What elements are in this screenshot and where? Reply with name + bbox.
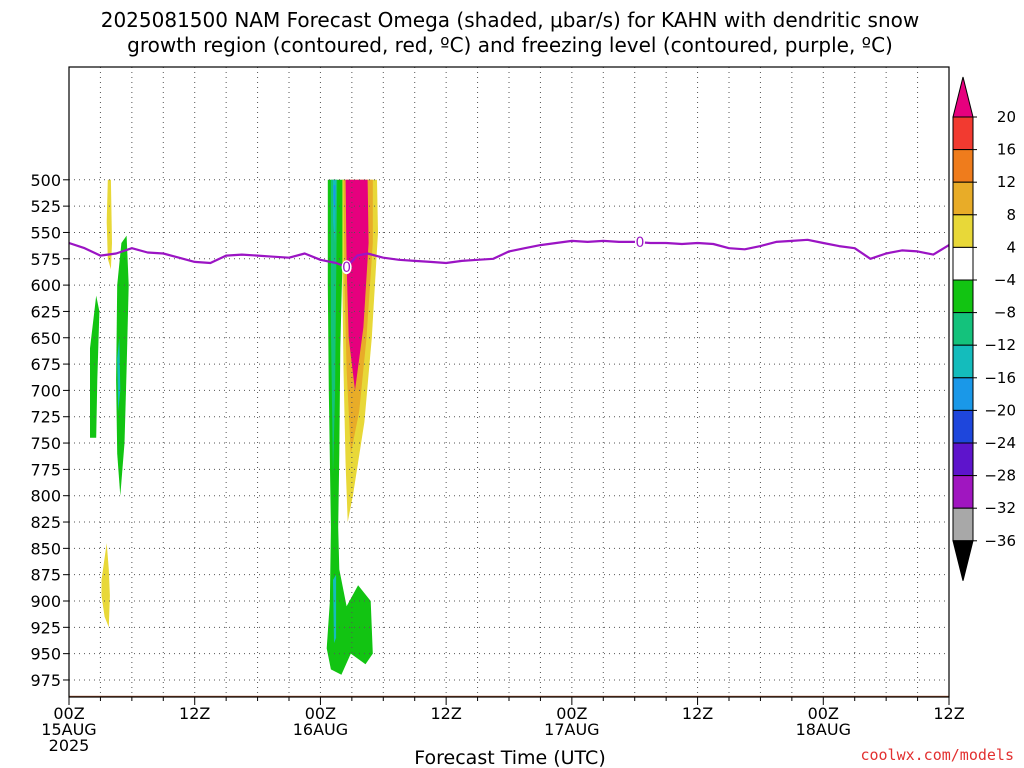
- colorbar-label-6: −8: [994, 304, 1016, 322]
- freezing-level-line: [68, 238, 950, 269]
- omega-region-0: [106, 179, 112, 270]
- x-tick-label-0-0: 00Z: [53, 704, 84, 723]
- colorbar-label-10: −24: [984, 434, 1016, 452]
- title-line-2: growth region (contoured, red, ºC) and f…: [127, 33, 893, 57]
- omega-region-2: [90, 295, 100, 438]
- y-tick-label-700: 700: [30, 381, 61, 400]
- colorbar-label-3: 8: [1006, 206, 1016, 224]
- colorbar-label-0: 20: [997, 108, 1016, 126]
- y-tick-label-800: 800: [30, 487, 61, 506]
- colorbar-label-4: 4: [1006, 238, 1016, 256]
- colorbar-label-11: −28: [984, 467, 1016, 485]
- grid-lines: [69, 67, 949, 697]
- y-tick-label-975: 975: [30, 671, 61, 690]
- x-tick-label-60-0: 12Z: [682, 704, 713, 723]
- colorbar-label-5: −4: [994, 271, 1016, 289]
- colorbar-top-arrow: [952, 76, 974, 118]
- y-tick-label-500: 500: [30, 171, 61, 190]
- chart-title: 2025081500 NAM Forecast Omega (shaded, μ…: [101, 8, 920, 57]
- y-tick-label-950: 950: [30, 645, 61, 664]
- omega-region-8: [333, 185, 336, 212]
- freezing-label-bg-0: [341, 260, 352, 275]
- x-axis-title: Forecast Time (UTC): [414, 747, 605, 768]
- credit-text[interactable]: coolwx.com/models: [860, 746, 1014, 764]
- colorbar-label-8: −16: [984, 369, 1016, 387]
- y-tick-label-575: 575: [30, 250, 61, 269]
- omega-region-3: [116, 235, 129, 496]
- y-tick-label-600: 600: [30, 276, 61, 295]
- colorbar-segment-7: [952, 344, 974, 379]
- omega-region-5: [326, 179, 373, 675]
- colorbar-segment-0: [952, 116, 974, 151]
- colorbar-segment-6: [952, 312, 974, 346]
- colorbar-segment-2: [952, 181, 974, 216]
- colorbar-label-1: 16: [997, 141, 1016, 159]
- freezing-level-label-0: 0: [342, 260, 351, 276]
- omega-region-4: [117, 337, 121, 412]
- x-tick-label-72-1: 18AUG: [796, 720, 851, 739]
- x-tick-label-36-0: 12Z: [430, 704, 461, 723]
- y-tick-label-725: 725: [30, 408, 61, 427]
- y-tick-label-675: 675: [30, 355, 61, 374]
- colorbar-label-12: −32: [984, 499, 1016, 517]
- y-tick-label-850: 850: [30, 539, 61, 558]
- colorbar: 20 16 12 8 4 −4 −8 −12 −16 −20 −24 −28 −32 −36: [952, 76, 1016, 581]
- x-tick-label-84-0: 12Z: [933, 704, 964, 723]
- omega-region-6: [330, 179, 338, 475]
- x-tick-label-24-0: 00Z: [305, 704, 336, 723]
- colorbar-segment-9: [952, 409, 974, 444]
- x-tick-label-0-1: 15AUG: [41, 720, 96, 739]
- freezing-level-contour: 00: [68, 234, 950, 276]
- x-tick-label-12-0: 12Z: [179, 704, 210, 723]
- title-line-1: 2025081500 NAM Forecast Omega (shaded, μ…: [101, 8, 920, 32]
- x-tick-label-0-2: 2025: [49, 736, 90, 755]
- freezing-label-bg-1: [634, 234, 645, 249]
- colorbar-segment-8: [952, 377, 974, 411]
- colorbar-segment-12: [952, 507, 974, 542]
- colorbar-segment-1: [952, 149, 974, 183]
- y-tick-label-900: 900: [30, 592, 61, 611]
- y-axis: 500 525 550 575 600 625 650 675 700 725 750 775 800 8…: [30, 171, 69, 690]
- y-tick-label-875: 875: [30, 566, 61, 585]
- y-tick-label-825: 825: [30, 513, 61, 532]
- colorbar-segment-4: [952, 246, 974, 281]
- x-tick-label-48-0: 00Z: [556, 704, 587, 723]
- colorbar-label-9: −20: [984, 401, 1016, 419]
- y-tick-label-650: 650: [30, 329, 61, 348]
- y-tick-label-775: 775: [30, 460, 61, 479]
- omega-region-12: [345, 179, 369, 391]
- colorbar-bottom-arrow: [952, 540, 974, 581]
- x-tick-label-48-1: 17AUG: [544, 720, 599, 739]
- y-tick-label-925: 925: [30, 618, 61, 637]
- colorbar-segment-3: [952, 214, 974, 248]
- colorbar-segment-5: [952, 279, 974, 314]
- y-tick-label-750: 750: [30, 434, 61, 453]
- y-tick-label-550: 550: [30, 223, 61, 242]
- omega-region-1: [101, 543, 110, 628]
- freezing-level-label-1: 0: [635, 235, 644, 251]
- x-tick-label-24-1: 16AUG: [293, 720, 348, 739]
- colorbar-segment-11: [952, 475, 974, 509]
- omega-region-9: [333, 574, 337, 644]
- colorbar-label-7: −12: [984, 336, 1016, 354]
- y-tick-label-525: 525: [30, 197, 61, 216]
- colorbar-label-13: −36: [984, 532, 1016, 550]
- colorbar-segment-10: [952, 442, 974, 477]
- x-tick-label-72-0: 00Z: [808, 704, 839, 723]
- y-tick-label-625: 625: [30, 302, 61, 321]
- colorbar-label-2: 12: [997, 173, 1016, 191]
